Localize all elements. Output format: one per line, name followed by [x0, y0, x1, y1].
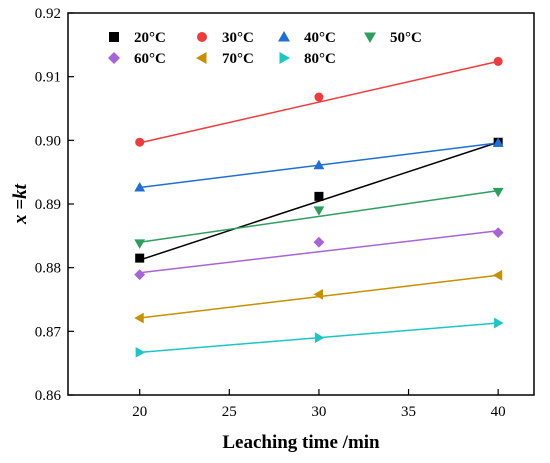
- data-point: [492, 187, 504, 198]
- legend-label: 20°C: [134, 30, 166, 46]
- legend-label: 50°C: [390, 30, 422, 46]
- data-point: [135, 346, 146, 358]
- y-tick-label: 0.86: [35, 388, 62, 404]
- fit-line-4: [139, 229, 499, 274]
- x-tick-label: 40: [491, 404, 506, 420]
- legend-marker: [196, 52, 207, 64]
- data-point: [494, 317, 504, 329]
- legend-label: 30°C: [222, 30, 254, 46]
- legend-marker: [364, 32, 376, 43]
- y-tick-label: 0.91: [35, 70, 61, 86]
- data-point: [134, 239, 146, 249]
- legend-marker: [279, 52, 290, 64]
- data-point: [313, 206, 325, 216]
- legend-marker: [197, 32, 207, 42]
- data-point: [134, 182, 146, 192]
- legend-label: 40°C: [304, 30, 336, 46]
- data-point: [134, 269, 146, 281]
- data-point: [135, 253, 145, 263]
- data-point: [314, 332, 325, 344]
- y-tick-label: 0.88: [35, 261, 61, 277]
- x-tick-label: 20: [132, 404, 147, 420]
- plot-frame: [67, 12, 535, 396]
- data-point: [492, 227, 504, 239]
- x-tick-label: 35: [401, 404, 416, 420]
- x-tick-label: 30: [311, 404, 326, 420]
- y-tick-label: 0.89: [35, 197, 61, 213]
- y-tick-label: 0.92: [35, 6, 61, 22]
- data-point: [314, 92, 324, 102]
- fit-line-0: [139, 141, 499, 261]
- legend-marker: [108, 52, 120, 64]
- legend-label: 70°C: [222, 51, 254, 67]
- ticks: 20 25 30 35 40 0.86 0.87 0.88 0.89 0.90 0.91 0.92: [35, 6, 506, 420]
- legend-marker: [278, 31, 290, 42]
- x-tick-label: 25: [222, 404, 237, 420]
- y-tick-label: 0.90: [35, 133, 61, 149]
- fit-line-3: [139, 189, 499, 243]
- legend-label: 80°C: [304, 51, 336, 67]
- data-markers: [134, 56, 504, 358]
- data-point: [135, 137, 145, 147]
- data-point: [134, 312, 144, 324]
- y-tick-label: 0.87: [35, 324, 62, 340]
- legend: 20°C 30°C 40°C 50°C 60°C 70°C 80°C: [108, 30, 422, 67]
- legend-label: 60°C: [134, 51, 166, 67]
- data-point: [313, 236, 325, 248]
- x-axis-title: Leaching time /min: [222, 432, 380, 453]
- data-point: [492, 137, 504, 147]
- data-point: [313, 159, 325, 170]
- data-point: [493, 56, 503, 66]
- y-axis-title: x =kt: [10, 183, 31, 225]
- data-point: [313, 289, 323, 300]
- data-point: [314, 191, 324, 201]
- fit-line-1: [139, 60, 499, 144]
- legend-marker: [109, 32, 119, 42]
- data-point: [492, 269, 503, 281]
